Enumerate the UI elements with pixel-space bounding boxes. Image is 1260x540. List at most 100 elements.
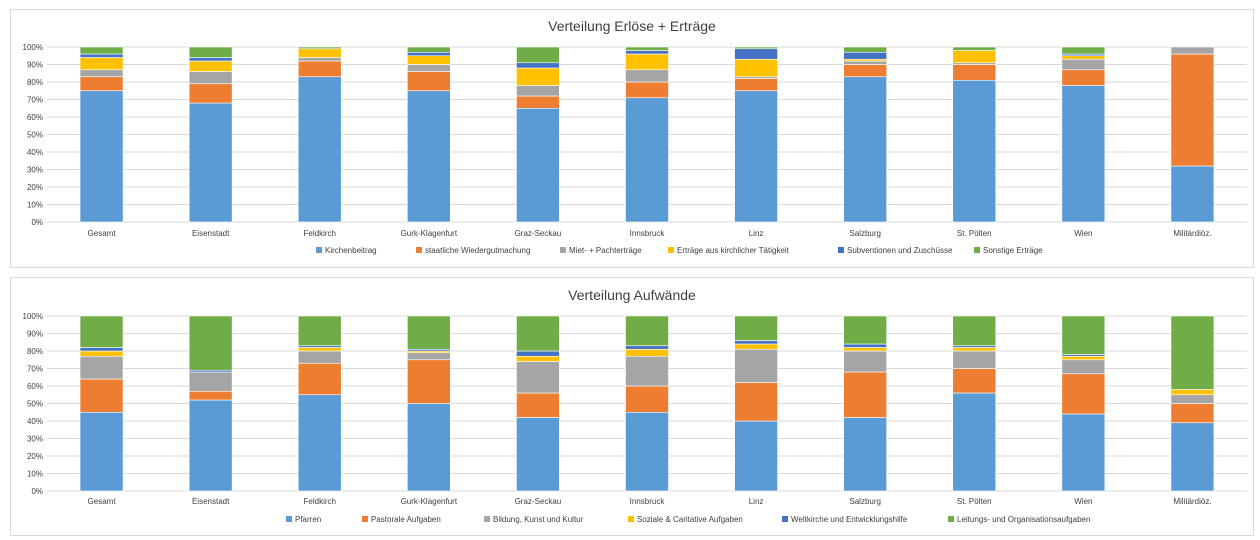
bar-segment <box>188 390 233 401</box>
bar-segment <box>1061 85 1106 223</box>
x-category-label: Militärdiöz. <box>1173 229 1211 238</box>
bar-segment <box>952 368 997 394</box>
x-category-label: Militärdiöz. <box>1173 497 1211 506</box>
bar-segment <box>297 315 342 347</box>
revenue-chart-panel: Verteilung Erlöse + Erträge 0% 10% 20% 30% 40… <box>10 9 1254 268</box>
y-tick-label: 30% <box>27 435 43 444</box>
legend-label: Miet- + Pachterträge <box>569 246 642 255</box>
x-category-label: Salzburg <box>849 497 881 506</box>
bar-segment <box>407 71 451 92</box>
x-category-label: Innsbruck <box>630 497 666 506</box>
bar-segment <box>843 76 887 223</box>
bar-segment <box>625 345 669 350</box>
legend-label: Pfarren <box>295 515 321 524</box>
bar-segment <box>516 361 560 394</box>
bar-segment <box>625 355 669 387</box>
bar-segment <box>1170 422 1215 492</box>
legend-label: Leitungs- und Organisationsaufgaben <box>957 515 1090 524</box>
bar-segment <box>843 51 887 60</box>
bar-segment <box>843 417 887 492</box>
legend-label: Subventionen und Zuschüsse <box>847 246 953 255</box>
bar-segment <box>952 46 997 51</box>
bar-segment <box>1061 315 1106 355</box>
bar-segment <box>1170 389 1215 396</box>
bar-segment <box>1170 315 1215 390</box>
y-tick-label: 80% <box>27 78 43 87</box>
bar-segment <box>625 46 669 51</box>
x-category-label: Feldkirch <box>304 497 336 506</box>
legend-swatch <box>782 516 788 522</box>
x-category-label: Eisenstadt <box>192 229 230 238</box>
bar-segment <box>79 378 124 413</box>
bar-segment <box>407 64 451 72</box>
x-category-label: Feldkirch <box>304 229 336 238</box>
legend-label: staatliche Wiedergutmachung <box>425 246 530 255</box>
bar-segment <box>843 315 887 345</box>
y-tick-label: 50% <box>27 400 43 409</box>
expenses-chart-panel: Verteilung Aufwände 0% 10% 20% 30% 40% 50% 60% 7… <box>10 277 1254 536</box>
legend-swatch <box>668 247 674 253</box>
bar-segment <box>297 350 342 364</box>
legend-swatch <box>316 247 322 253</box>
y-tick-label: 10% <box>27 470 43 479</box>
bar-segment <box>843 343 887 348</box>
bar-segment <box>516 355 560 362</box>
bar-segment <box>188 57 233 62</box>
bar-segment <box>79 347 124 352</box>
y-tick-label: 20% <box>27 183 43 192</box>
bar-segment <box>79 315 124 348</box>
x-category-label: Gurk-Klagenfurt <box>401 229 458 238</box>
legend-label: Sonstige Erträge <box>983 246 1043 255</box>
bar-segment <box>1170 165 1215 223</box>
x-category-label: Linz <box>749 229 764 238</box>
legend-swatch <box>560 247 566 253</box>
bar-segment <box>407 46 451 53</box>
bar-segment <box>952 315 997 347</box>
bar-segment <box>297 48 342 58</box>
y-tick-label: 50% <box>27 131 43 140</box>
y-tick-label: 90% <box>27 330 43 339</box>
bar-segment <box>1061 58 1106 71</box>
x-category-label: Salzburg <box>849 229 881 238</box>
bar-segment <box>297 57 342 62</box>
bar-segment <box>1170 46 1215 55</box>
x-category-label: Gesamt <box>88 497 117 506</box>
bar-segment <box>843 347 887 352</box>
y-tick-label: 30% <box>27 166 43 175</box>
bar-segment <box>734 315 778 341</box>
bar-segment <box>407 359 451 404</box>
legend-swatch <box>628 516 634 522</box>
bar-segment <box>734 348 778 383</box>
bar-segment <box>734 48 778 60</box>
bar-segment <box>625 411 669 492</box>
bar-segment <box>297 347 342 352</box>
legend-label: Erträge aus kirchlicher Tätigkeit <box>677 246 790 255</box>
bar-segment <box>297 76 342 223</box>
bar-segment <box>516 95 560 109</box>
y-tick-label: 0% <box>31 487 43 496</box>
x-category-label: Innsbruck <box>630 229 666 238</box>
y-tick-label: 20% <box>27 452 43 461</box>
bar-segment <box>516 85 560 97</box>
bar-segment <box>188 102 233 223</box>
x-category-label: Linz <box>749 497 764 506</box>
y-tick-label: 80% <box>27 347 43 356</box>
bar-segment <box>516 62 560 69</box>
legend-swatch <box>838 247 844 253</box>
bar-segment <box>79 355 124 380</box>
bar-segment <box>79 90 124 223</box>
legend-label: Kirchenbeitrag <box>325 246 377 255</box>
y-tick-label: 100% <box>23 312 43 321</box>
bar-segment <box>625 53 669 71</box>
bar-segment <box>79 53 124 58</box>
bar-segment <box>1061 359 1106 375</box>
bar-segment <box>734 78 778 92</box>
x-category-label: St. Pölten <box>957 229 992 238</box>
bar-segment <box>734 58 778 78</box>
bar-segment <box>297 362 342 396</box>
legend-swatch <box>974 247 980 253</box>
x-category-label: St. Pölten <box>957 497 992 506</box>
y-tick-label: 100% <box>23 43 43 52</box>
bar-segment <box>516 107 560 223</box>
bar-segment <box>734 340 778 345</box>
